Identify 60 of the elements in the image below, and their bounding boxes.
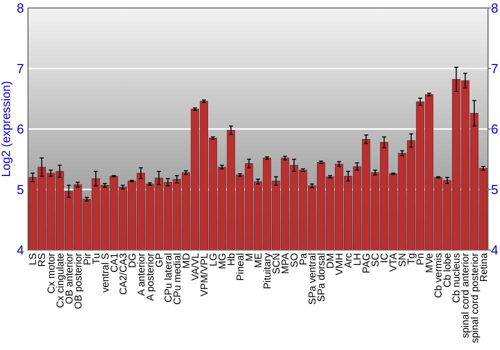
x-tick-label: Pituitary	[262, 253, 274, 290]
x-tick-label: ventral S	[100, 252, 112, 292]
y-tick-label: 5	[16, 182, 24, 198]
x-tick-label: CPu lateral	[163, 253, 174, 302]
x-tick-label: spinal cord posterior	[470, 252, 481, 344]
x-tick-label: OB posterior	[73, 252, 84, 310]
y-tick-label: 8	[16, 0, 24, 16]
x-tick-label: Cb nucleus	[452, 253, 463, 304]
x-tick-label: M	[244, 253, 256, 262]
y-tick-label: 7	[16, 61, 24, 76]
y-axis-title: Log2 (expression)	[0, 80, 13, 178]
x-tick-label: Cb lobe	[442, 252, 454, 288]
x-tick-label: Tu	[91, 253, 102, 264]
y2-tick-label: 8	[491, 0, 498, 16]
x-tick-label: VA/VL	[190, 252, 202, 281]
x-tick-label: LG	[208, 252, 220, 266]
x-tick-label: DM	[326, 253, 337, 269]
x-tick-label: DG	[127, 252, 138, 268]
x-tick-label: OB anterior	[64, 252, 76, 304]
x-tick-label: SPa dorsal	[316, 253, 328, 302]
x-tick-label: Pineal	[235, 253, 246, 281]
y2-tick-label: 7	[491, 61, 498, 76]
y2-tick-label: 4	[491, 242, 498, 258]
x-tick-label: SC	[370, 253, 382, 267]
x-tick-label: SCN	[272, 253, 283, 274]
x-tick-label: IC	[380, 253, 391, 263]
y2-tick-label: 5	[491, 182, 498, 198]
y-tick-label: 6	[16, 122, 24, 137]
x-tick-label: Hb	[226, 252, 238, 266]
x-tick-label: LH	[352, 253, 364, 266]
x-tick-label: LS	[28, 252, 40, 266]
x-tick-label: MPA	[280, 252, 292, 274]
x-tick-label: spinal cord anterior	[460, 252, 472, 338]
x-tick-label: CA1	[109, 252, 120, 272]
x-tick-label: RS	[37, 252, 48, 267]
x-tick-label: PAG	[362, 252, 373, 274]
x-tick-label: GP	[154, 252, 166, 268]
y2-tick-label: 6	[491, 122, 498, 137]
x-tick-label: Cx motor	[46, 252, 58, 294]
x-tick-label: CPu medial	[172, 253, 184, 305]
x-tick-label: Retina	[478, 252, 490, 282]
x-tick-label: MVe	[424, 252, 436, 274]
x-tick-label: MD	[181, 253, 192, 269]
x-tick-label: SO	[290, 252, 301, 268]
x-tick-label: CA2/CA3	[118, 252, 130, 295]
x-tick-label: A anterior	[136, 252, 148, 296]
x-tick-label: Arc	[344, 253, 355, 268]
x-tick-label: VPM/VPL	[199, 252, 210, 296]
x-tick-label: Pn	[416, 253, 427, 266]
x-tick-label: VMH	[334, 253, 346, 276]
x-tick-label: Pir	[82, 252, 94, 266]
x-tick-label: MG	[217, 252, 228, 270]
x-tick-label: A posterior	[145, 252, 156, 301]
x-tick-label: Cx cingulate	[55, 252, 66, 308]
x-tick-label: Tg	[406, 253, 418, 265]
x-tick-label: Pa	[298, 252, 310, 266]
x-tick-label: SN	[398, 253, 409, 267]
x-tick-label: VTA	[388, 252, 400, 272]
x-tick-label: ME	[254, 252, 264, 268]
y-tick-label: 4	[16, 242, 24, 258]
